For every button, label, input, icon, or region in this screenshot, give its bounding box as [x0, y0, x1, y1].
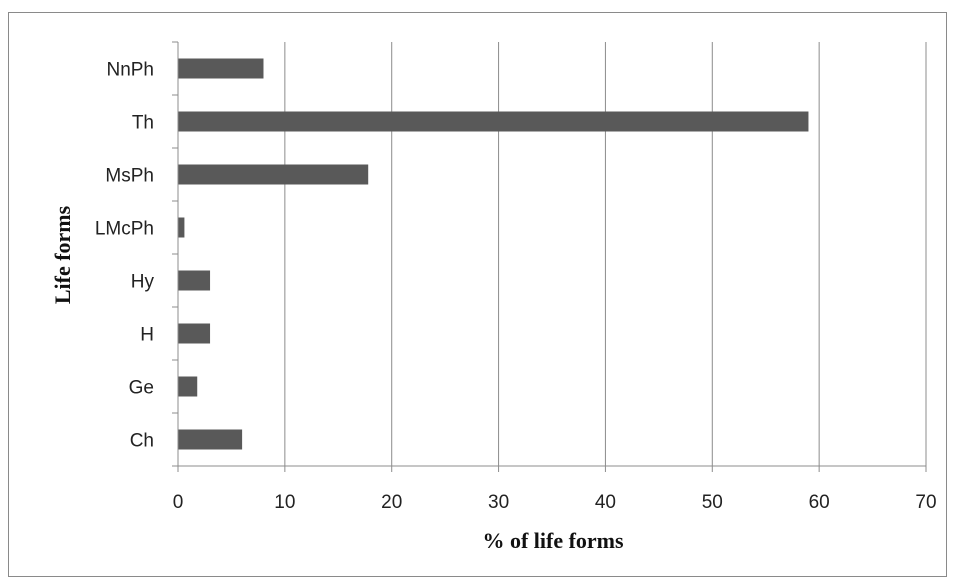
y-tick-label-nnph: NnPh [106, 60, 154, 81]
y-tick-labels: Ch Ge H Hy LMcPh MsPh Th NnPh [95, 60, 155, 452]
axes [172, 41, 927, 472]
x-tick-label: 30 [488, 492, 509, 513]
x-tick-labels: 0 10 20 30 40 50 60 70 [173, 492, 937, 513]
gridlines [284, 42, 927, 466]
y-tick-label-msph: MsPh [105, 166, 154, 187]
bar-ch [178, 429, 243, 450]
y-tick-label-lmcph: LMcPh [95, 219, 154, 240]
x-tick-label: 20 [381, 492, 402, 513]
bar-h [178, 323, 211, 344]
x-tick-label: 10 [274, 492, 295, 513]
y-axis-title: Life forms [50, 205, 75, 304]
bar-nnph [178, 58, 264, 79]
x-axis-title: % of life forms [482, 528, 624, 553]
chart-frame [8, 12, 947, 577]
bars [178, 58, 809, 450]
y-tick-label-ge: Ge [129, 378, 154, 399]
x-tick-label: 50 [702, 492, 723, 513]
bar-msph [178, 164, 369, 185]
x-tick-label: 40 [595, 492, 616, 513]
bar-th [178, 111, 809, 132]
bar-ge [178, 376, 198, 397]
x-tick-label: 60 [809, 492, 830, 513]
bar-lmcph [178, 217, 185, 238]
y-tick-label-hy: Hy [131, 272, 155, 293]
y-tick-label-th: Th [132, 113, 154, 134]
y-tick-label-ch: Ch [130, 431, 154, 452]
x-tick-label: 70 [915, 492, 936, 513]
bar-hy [178, 270, 211, 291]
x-tick-label: 0 [173, 492, 184, 513]
y-tick-label-h: H [140, 325, 154, 346]
